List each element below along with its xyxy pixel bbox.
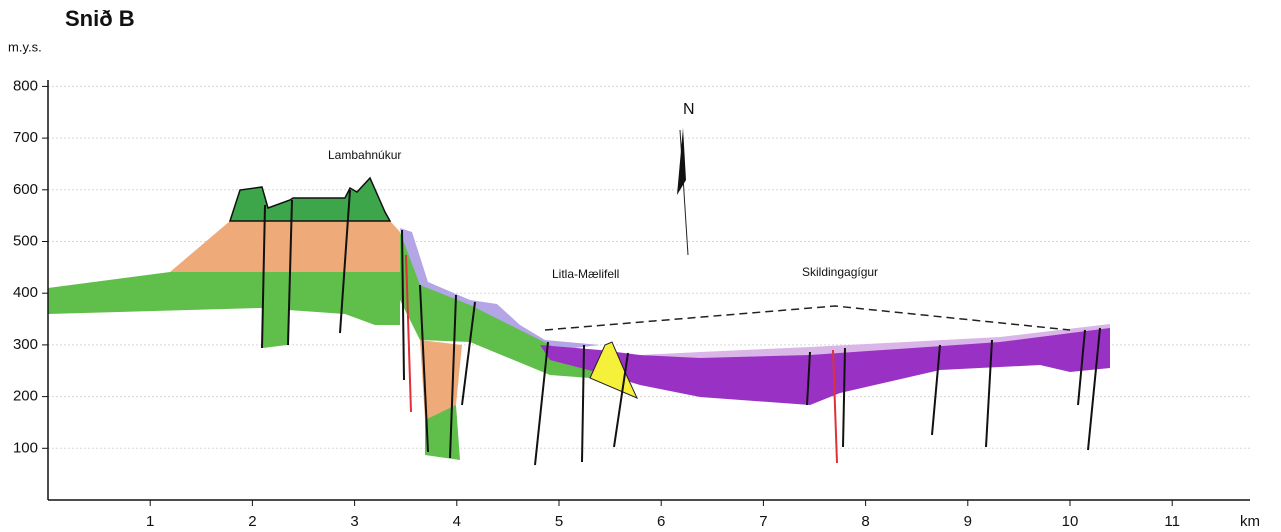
x-tick-label: 10 [1062,513,1079,530]
x-tick-label: 9 [964,513,972,530]
cross-section: Snið B m.y.s. km [0,0,1281,532]
y-tick-label: 100 [13,439,38,456]
north-arrow: N [677,101,695,255]
x-tick-label: 8 [861,513,869,530]
place-label: Lambahnúkur [328,148,401,162]
layers [48,178,1110,460]
y-tick-label: 600 [13,181,38,198]
y-tick-label: 200 [13,388,38,405]
x-tick-label: 1 [146,513,154,530]
y-tick-label: 800 [13,77,38,94]
y-tick-label: 700 [13,129,38,146]
x-tick-label: 4 [453,513,461,530]
y-tick-label: 400 [13,284,38,301]
x-tick-label: 7 [759,513,767,530]
x-tick-label: 11 [1164,513,1180,530]
y-tick-label: 500 [13,232,38,249]
x-tick-label: 5 [555,513,563,530]
x-tick-label: 3 [350,513,358,530]
north-label: N [683,101,695,118]
y-tick-label: 300 [13,336,38,353]
x-tick-label: 6 [657,513,665,530]
y-unit: m.y.s. [8,39,42,54]
title: Snið B [65,6,135,31]
x-tick-label: 2 [248,513,256,530]
place-label: Skildingagígur [802,265,878,279]
place-label: Litla-Mælifell [552,267,619,281]
x-unit: km [1240,513,1260,530]
